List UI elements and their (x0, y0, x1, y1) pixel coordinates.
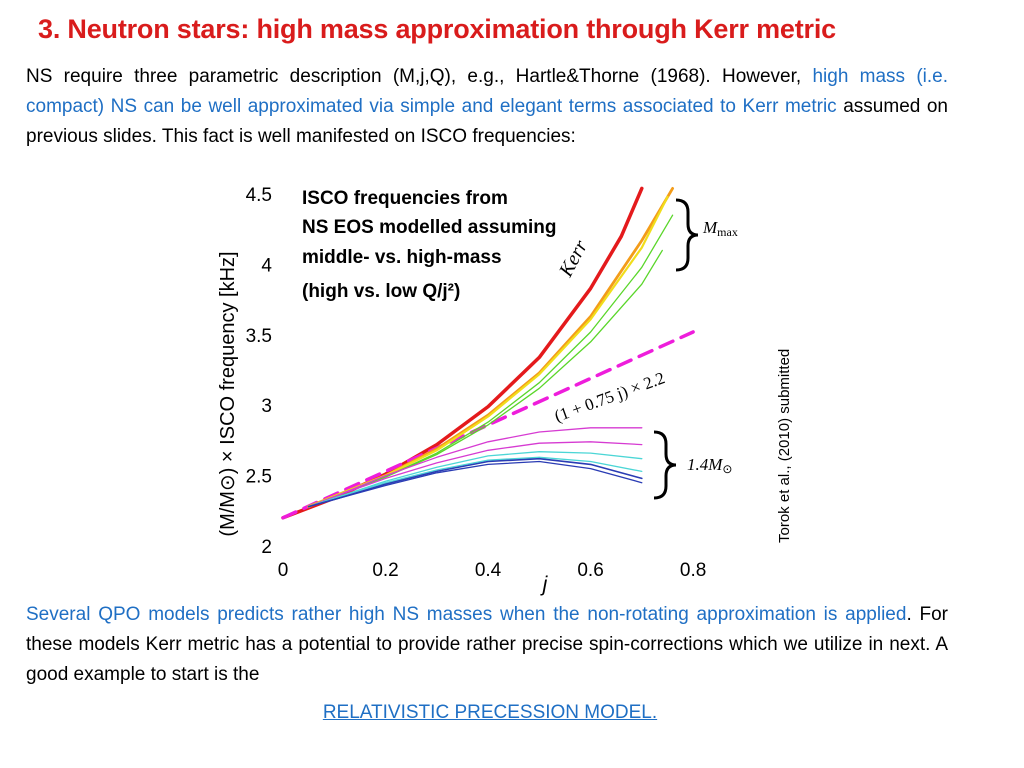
intro-text-b: assumed on previous slides. This fact is… (26, 96, 948, 147)
series-line-low-mass-6 (307, 427, 643, 508)
x-tick-label: 0.8 (680, 560, 706, 581)
outro-text-highlight: Several QPO models predicts rather high … (26, 604, 907, 625)
series-line-low-mass-11 (307, 460, 643, 508)
intro-text-a: NS require three parametric description … (26, 66, 802, 87)
outro-paragraph: Several QPO models predicts rather high … (26, 600, 948, 690)
y-tick-label: 2 (261, 537, 272, 558)
model-link[interactable]: RELATIVISTIC PRECESSION MODEL. (322, 702, 658, 723)
chart-title-line-4: (high vs. low Q/j²) (302, 281, 460, 302)
x-tick-labels: 0 0.2 0.4 0.6 0.8 (278, 560, 707, 581)
m14-label: 1.4M⊙ (687, 455, 732, 476)
x-tick-label: 0.4 (475, 560, 502, 581)
series-line-high-mass-3 (307, 195, 669, 508)
series-line-high-mass-5 (307, 249, 663, 508)
chart-title-line-3: middle- vs. high-mass (302, 247, 502, 268)
y-axis-label: (M/M⊙) × ISCO frequency [kHz] (217, 251, 239, 536)
series-line-low-mass-9 (307, 456, 643, 508)
linear-approx-label: (1 + 0.75 j) × 2.2 (552, 368, 667, 426)
slide-title: 3. Neutron stars: high mass approximatio… (38, 14, 836, 44)
citation: Torok et al., (2010) submitted (776, 348, 793, 543)
kerr-label: Kerr (555, 236, 593, 281)
isco-chart: 0 0.2 0.4 0.6 0.8 2 2.5 3 3.5 4 4.5 ISCO frequenc… (217, 185, 738, 596)
chart-title-line-1: ISCO frequencies from (302, 188, 508, 209)
intro-text-highlight: high mass (i.e. compact) NS can be well … (26, 66, 949, 117)
mmax-brace (675, 198, 699, 272)
chart-title-line-2: NS EOS modelled assuming (302, 217, 556, 238)
m14-brace (653, 430, 677, 500)
y-tick-label: 3 (261, 396, 272, 417)
y-tick-label: 4 (261, 255, 272, 276)
plot-lines (281, 186, 695, 520)
x-tick-label: 0.6 (577, 560, 603, 581)
x-tick-label: 0.2 (372, 560, 398, 581)
y-tick-labels: 2 2.5 3 3.5 4 4.5 (246, 185, 273, 558)
x-tick-label: 0 (278, 560, 289, 581)
y-tick-label: 2.5 (246, 467, 272, 488)
y-tick-label: 3.5 (246, 326, 272, 347)
intro-paragraph: NS require three parametric description … (26, 62, 948, 152)
series-line-low-mass-7 (307, 441, 643, 508)
y-tick-label: 4.5 (246, 185, 272, 206)
outro-text-b: . For these models Kerr metric has a pot… (26, 604, 949, 685)
mmax-label: Mmax (702, 218, 738, 239)
series-line-low-mass-8 (307, 451, 643, 508)
series-line-linear-1 (281, 330, 695, 520)
x-axis-label: j (540, 573, 549, 596)
